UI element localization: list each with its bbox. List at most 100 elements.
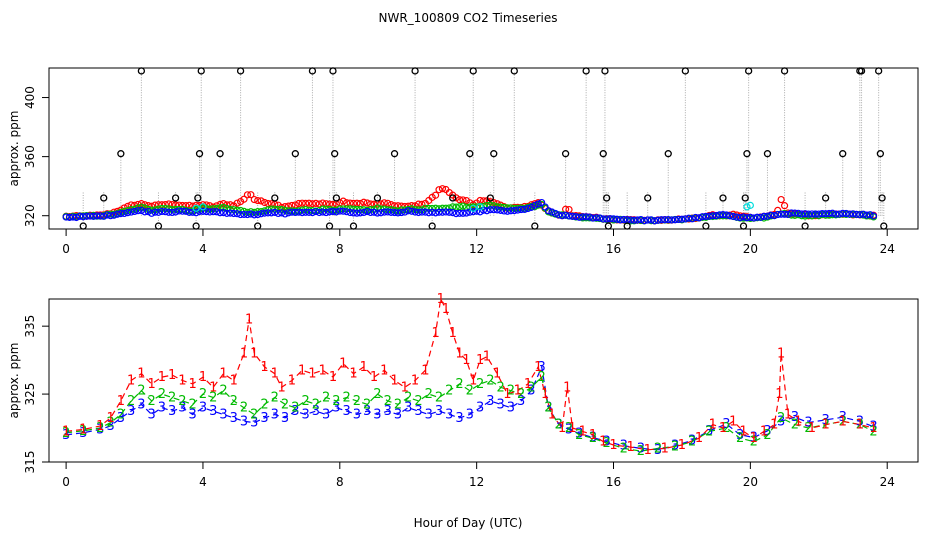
series3-point bbox=[777, 210, 785, 218]
series3-point bbox=[449, 209, 457, 217]
series1-point bbox=[305, 199, 313, 207]
series1-marker: 1 bbox=[421, 363, 429, 378]
series3-point bbox=[408, 207, 416, 215]
spike-point bbox=[839, 150, 847, 158]
spike-point bbox=[743, 150, 751, 158]
series3-point bbox=[767, 211, 775, 219]
series3-point bbox=[421, 208, 429, 216]
series1-marker: 1 bbox=[250, 346, 258, 361]
series1-point bbox=[171, 201, 180, 209]
series3-marker: 3 bbox=[291, 404, 299, 419]
series1-point bbox=[257, 197, 265, 205]
series3-point bbox=[712, 212, 720, 220]
bottom-x-tick-label: 4 bbox=[199, 475, 207, 489]
series1-marker: 1 bbox=[209, 380, 217, 395]
series3-marker: 3 bbox=[240, 414, 248, 429]
series3-point bbox=[497, 206, 505, 214]
series3-point bbox=[863, 211, 871, 219]
series2-marker: 2 bbox=[445, 384, 453, 399]
series3-point bbox=[685, 214, 693, 222]
series3-point bbox=[825, 209, 833, 218]
series3-point bbox=[127, 208, 135, 216]
series3-point bbox=[445, 208, 453, 216]
series2-point bbox=[473, 203, 481, 211]
series1-marker: 1 bbox=[117, 394, 125, 409]
series1-point bbox=[137, 200, 145, 208]
series3-point bbox=[507, 207, 515, 215]
series3-point bbox=[678, 215, 686, 223]
series3-point bbox=[370, 208, 378, 216]
series3-point bbox=[329, 207, 337, 216]
series3-point bbox=[483, 207, 491, 215]
top-data-group bbox=[62, 67, 888, 230]
series3-marker: 3 bbox=[425, 407, 433, 422]
series2-marker: 2 bbox=[722, 421, 730, 436]
series1-marker: 1 bbox=[750, 431, 758, 446]
series3-marker: 3 bbox=[654, 443, 662, 458]
series3-point bbox=[582, 213, 590, 221]
series3-marker: 3 bbox=[496, 397, 504, 412]
series3-point bbox=[319, 208, 327, 216]
series1-marker: 1 bbox=[62, 424, 70, 439]
bottom-y-tick-label: 315 bbox=[23, 451, 37, 474]
top-x-tick-label: 8 bbox=[336, 242, 344, 256]
series3-point bbox=[572, 212, 580, 221]
spike-point bbox=[466, 150, 474, 158]
series3-point bbox=[271, 208, 279, 216]
series2-marker: 2 bbox=[637, 444, 645, 459]
calibration-point bbox=[192, 204, 200, 212]
series3-point bbox=[739, 213, 748, 221]
spike-point bbox=[254, 222, 262, 230]
spike-point bbox=[878, 194, 886, 202]
spike-point bbox=[739, 222, 748, 230]
series3-point bbox=[435, 208, 443, 216]
series3-point bbox=[729, 212, 737, 221]
spike-point bbox=[373, 194, 382, 202]
series3-point bbox=[418, 208, 426, 216]
series2-marker: 2 bbox=[555, 418, 563, 433]
series3-marker: 3 bbox=[476, 401, 484, 416]
series1-marker: 1 bbox=[380, 363, 388, 378]
series1-marker: 1 bbox=[390, 374, 398, 389]
calibration-point bbox=[199, 203, 207, 211]
series3-marker: 3 bbox=[750, 431, 758, 446]
series3-marker: 3 bbox=[705, 424, 713, 439]
series1-point bbox=[247, 191, 255, 199]
spike-point bbox=[821, 194, 830, 202]
series3-point bbox=[257, 210, 265, 218]
series3-marker: 3 bbox=[589, 431, 597, 446]
series3-point bbox=[452, 210, 460, 218]
bottom-x-tick-label: 16 bbox=[606, 475, 621, 489]
series3-point bbox=[168, 208, 176, 217]
series3-point bbox=[599, 215, 607, 223]
series3-marker: 3 bbox=[301, 407, 309, 422]
series3-point bbox=[428, 208, 436, 216]
spike-point bbox=[428, 222, 436, 230]
series3-marker: 3 bbox=[839, 410, 847, 425]
series3-marker: 3 bbox=[343, 404, 351, 419]
series1-point bbox=[339, 197, 347, 205]
series1-marker: 1 bbox=[775, 387, 783, 402]
series3-line bbox=[66, 364, 874, 451]
series3-point bbox=[815, 210, 823, 218]
series3-marker: 3 bbox=[565, 422, 573, 437]
series1-marker: 1 bbox=[449, 326, 457, 341]
x-axis-label: Hour of Day (UTC) bbox=[414, 516, 523, 530]
spike-point bbox=[325, 222, 334, 230]
series3-point bbox=[668, 216, 676, 224]
series1-marker: 1 bbox=[189, 377, 197, 392]
series1-marker: 1 bbox=[178, 374, 186, 389]
series3-point bbox=[390, 208, 399, 217]
spike-point bbox=[271, 194, 279, 202]
series3-point bbox=[165, 208, 173, 216]
series3-point bbox=[414, 208, 423, 217]
series3-point bbox=[657, 216, 666, 224]
series3-marker: 3 bbox=[804, 416, 812, 431]
series2-marker: 2 bbox=[343, 390, 351, 405]
series2-marker: 2 bbox=[425, 387, 433, 402]
series1-point bbox=[322, 200, 330, 208]
series2-point bbox=[479, 202, 488, 210]
bottom-y-axis-label: approx. ppm bbox=[7, 343, 21, 419]
top-x-tick-label: 4 bbox=[199, 242, 207, 256]
